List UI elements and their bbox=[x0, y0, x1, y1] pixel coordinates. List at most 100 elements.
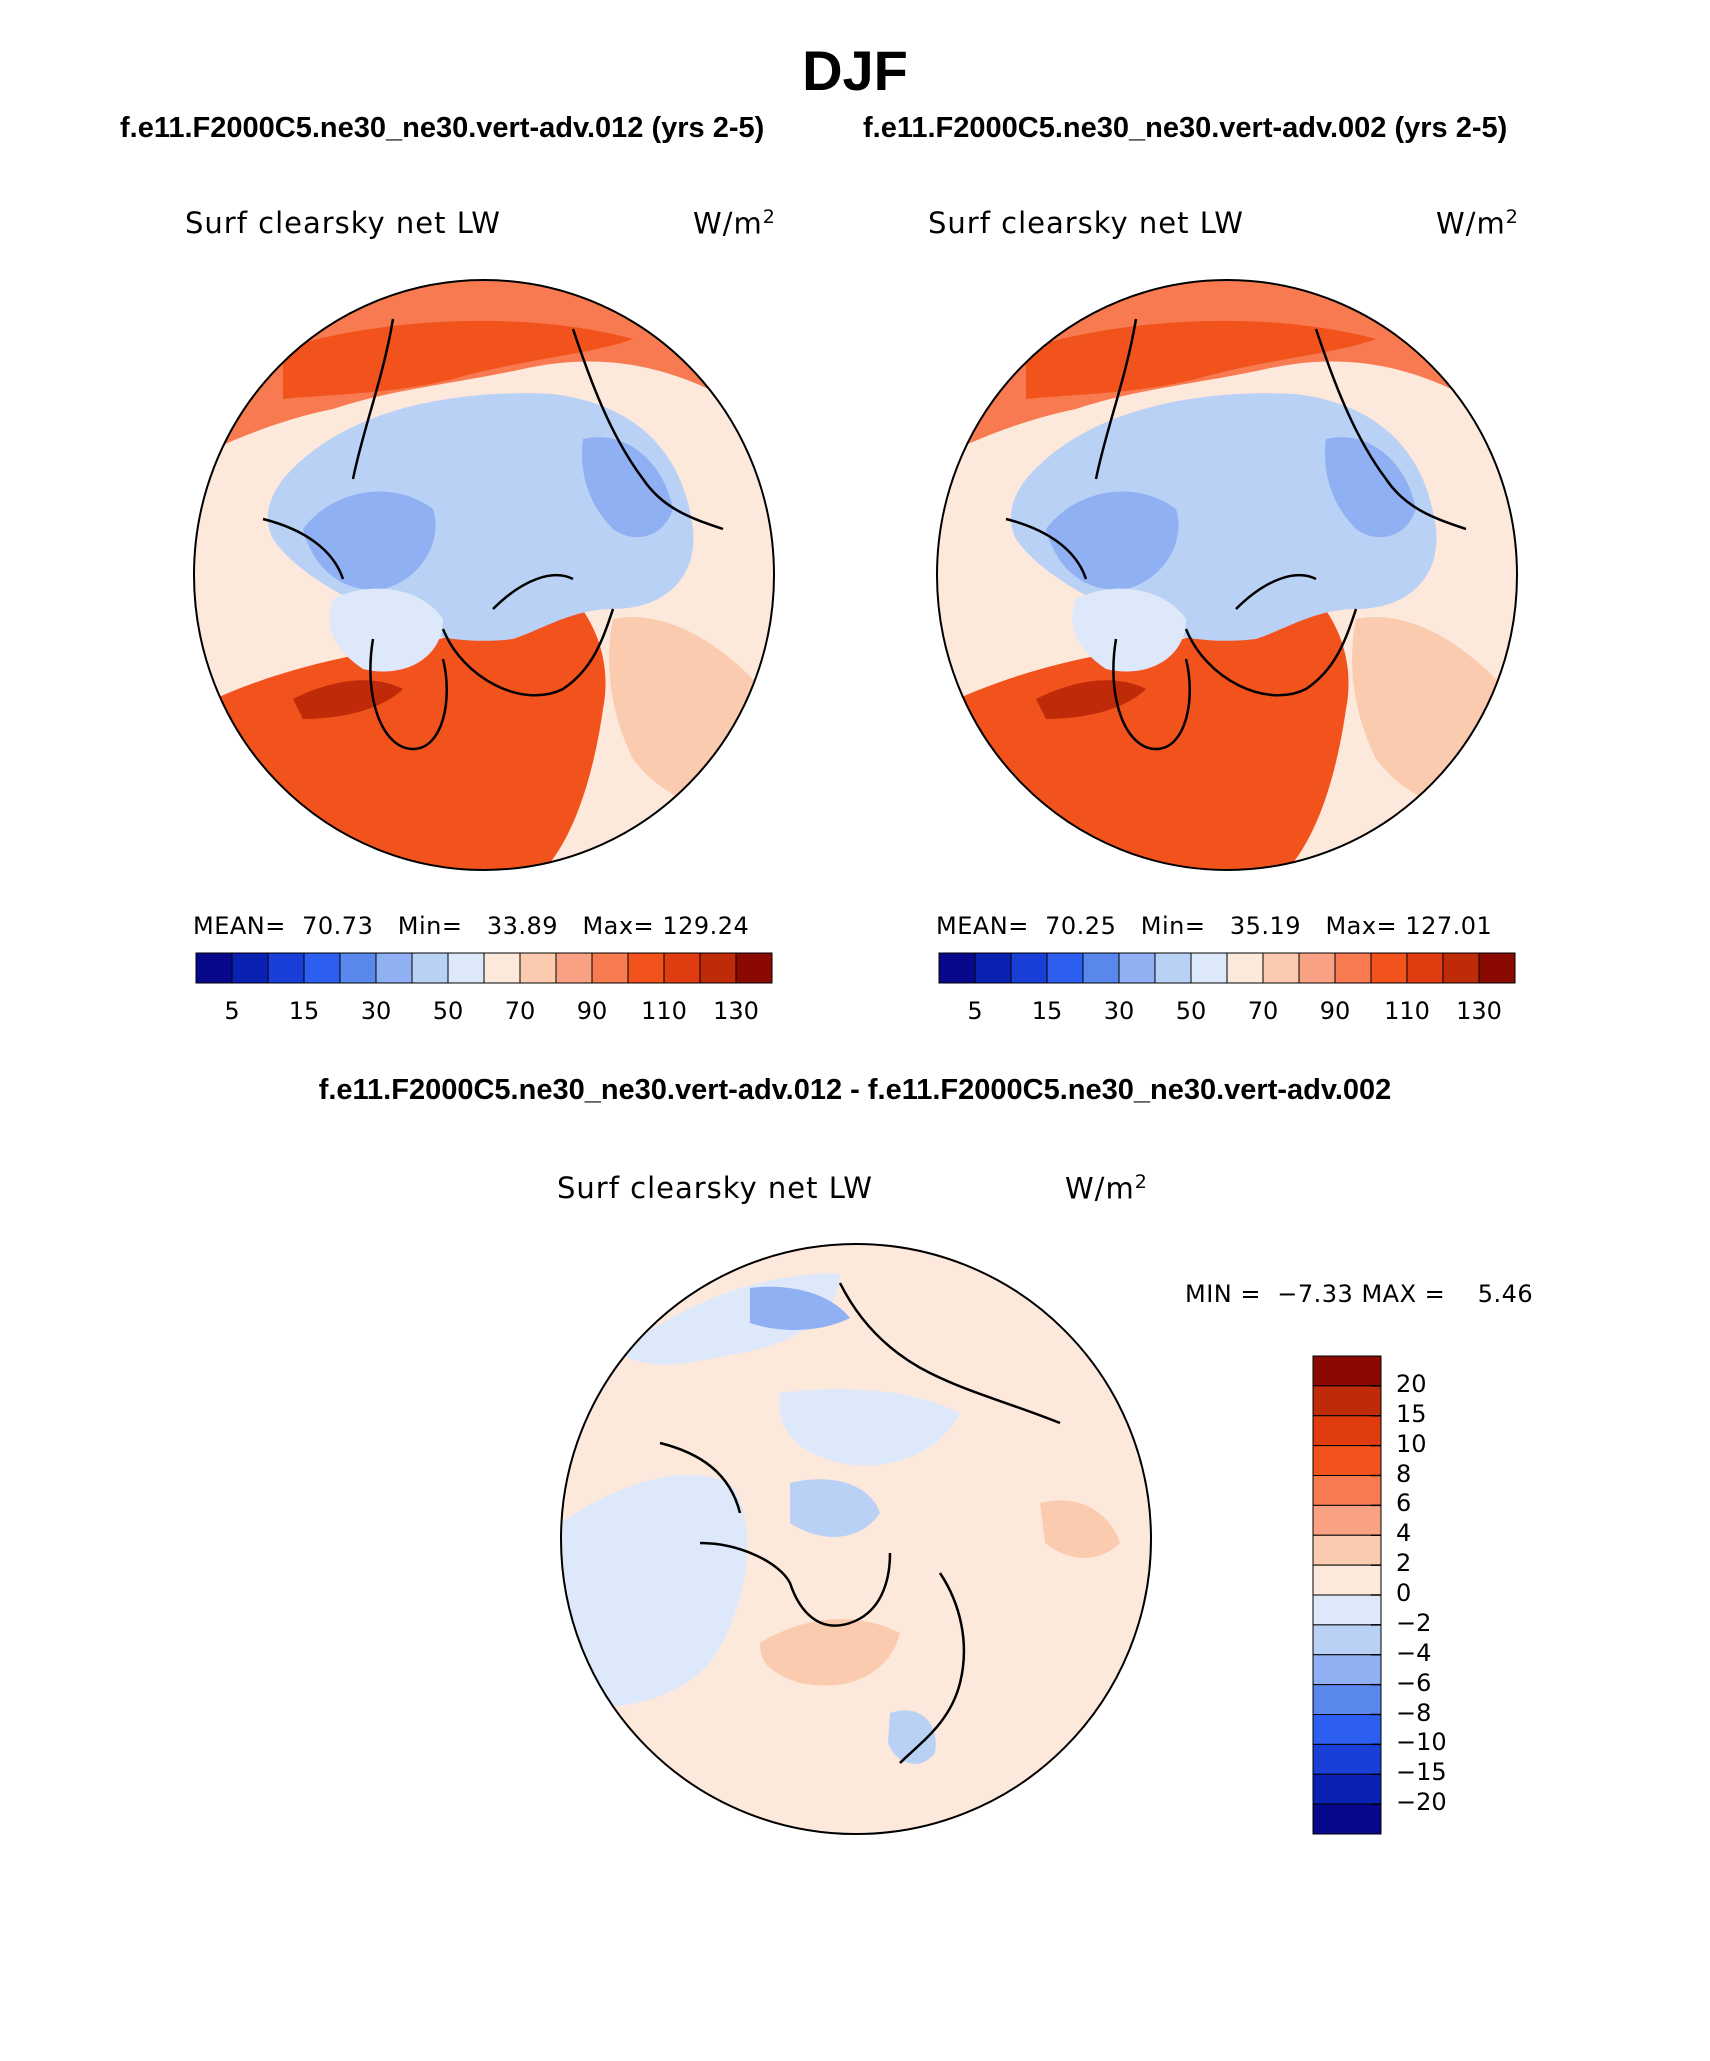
colorbar-swatch bbox=[1312, 1475, 1382, 1506]
colorbar-tick-label: −10 bbox=[1396, 1728, 1447, 1757]
colorbar-swatch bbox=[447, 952, 485, 984]
right-variable-label: Surf clearsky net LW bbox=[928, 206, 1244, 240]
colorbar-tick-label: 50 bbox=[1175, 997, 1207, 1025]
colorbar-swatch bbox=[555, 952, 593, 984]
colorbar-tick-label: 110 bbox=[641, 997, 687, 1025]
colorbar-tick-label: 6 bbox=[1396, 1489, 1412, 1518]
labrador-dark-region bbox=[1036, 680, 1146, 719]
colorbar-swatch bbox=[1226, 952, 1264, 984]
colorbar-tick-label: 10 bbox=[1396, 1429, 1427, 1458]
colorbar-swatch bbox=[1046, 952, 1084, 984]
bering-strong-warm bbox=[283, 320, 633, 399]
colorbar-swatch bbox=[1010, 952, 1048, 984]
colorbar-swatch bbox=[699, 952, 737, 984]
colorbar-swatch bbox=[1478, 952, 1516, 984]
colorbar-tick-label: 5 bbox=[224, 997, 240, 1025]
colorbar-swatch bbox=[1334, 952, 1372, 984]
colorbar-swatch bbox=[231, 952, 269, 984]
greenland-pale-region bbox=[1072, 588, 1186, 672]
atlantic-warm-patch bbox=[760, 1619, 900, 1686]
colorbar-swatch bbox=[303, 952, 341, 984]
colorbar-swatch bbox=[483, 952, 521, 984]
colorbar-swatch bbox=[1312, 1594, 1382, 1626]
left-units-label: W/m2 bbox=[693, 206, 776, 241]
left-variable-label: Surf clearsky net LW bbox=[185, 206, 501, 240]
colorbar-tick-label: −2 bbox=[1396, 1608, 1432, 1637]
colorbar-swatch bbox=[1312, 1504, 1382, 1536]
colorbar-swatch bbox=[1406, 952, 1444, 984]
colorbar-tick-label: 0 bbox=[1396, 1579, 1412, 1607]
colorbar-tick-label: 15 bbox=[1396, 1399, 1427, 1428]
colorbar-tick-label: 90 bbox=[1319, 997, 1351, 1025]
colorbar-tick-label: 30 bbox=[1103, 997, 1135, 1025]
left-stats: MEAN= 70.73 Min= 33.89 Max= 129.24 bbox=[193, 912, 750, 940]
colorbar-tick-label: 2 bbox=[1396, 1549, 1412, 1578]
colorbar-tick-label: −15 bbox=[1396, 1758, 1447, 1787]
colorbar-swatch bbox=[1262, 952, 1300, 984]
colorbar-swatch bbox=[1312, 1654, 1382, 1686]
colorbar-tick-label: −4 bbox=[1396, 1638, 1432, 1667]
colorbar-tick-label: 15 bbox=[288, 997, 320, 1025]
colorbar-swatch bbox=[1298, 952, 1336, 984]
colorbar-tick-label: 4 bbox=[1396, 1519, 1412, 1548]
arctic-cool-patch bbox=[790, 1479, 880, 1537]
colorbar-tick-label: −8 bbox=[1396, 1698, 1432, 1727]
colorbar-swatch bbox=[735, 952, 773, 984]
map-right bbox=[936, 279, 1518, 871]
colorbar-tick-label: 20 bbox=[1396, 1369, 1427, 1398]
diff-variable-label: Surf clearsky net LW bbox=[557, 1171, 873, 1205]
case-title-left: f.e11.F2000C5.ne30_ne30.vert-adv.012 (yr… bbox=[120, 112, 765, 144]
colorbar-tick-label: −20 bbox=[1396, 1788, 1447, 1817]
colorbar-tick-label: 90 bbox=[576, 997, 608, 1025]
right-units-label: W/m2 bbox=[1436, 206, 1519, 241]
diff-minmax: MIN = −7.33 MAX = 5.46 bbox=[1185, 1280, 1534, 1308]
colorbar-tick-label: 110 bbox=[1384, 997, 1430, 1025]
colorbar-difference bbox=[1312, 1355, 1382, 1835]
america-cool-region bbox=[561, 1475, 748, 1707]
colorbar-swatch bbox=[1154, 952, 1192, 984]
atlantic-warm-region bbox=[194, 579, 606, 870]
map-difference bbox=[560, 1243, 1152, 1835]
colorbar-swatch bbox=[1312, 1803, 1382, 1835]
colorbar-right bbox=[938, 952, 1516, 984]
siberia-cool-region bbox=[1325, 437, 1416, 538]
colorbar-tick-label: 130 bbox=[1456, 997, 1502, 1025]
colorbar-swatch bbox=[1312, 1564, 1382, 1596]
diff-units-label: W/m2 bbox=[1065, 1171, 1148, 1206]
difference-title: f.e11.F2000C5.ne30_ne30.vert-adv.012 - f… bbox=[318, 1074, 1392, 1106]
europe-cool-patch bbox=[888, 1710, 936, 1764]
colorbar-swatch bbox=[1118, 952, 1156, 984]
colorbar-swatch bbox=[1312, 1624, 1382, 1656]
colorbar-swatch bbox=[1190, 952, 1228, 984]
colorbar-swatch bbox=[974, 952, 1012, 984]
colorbar-swatch bbox=[1370, 952, 1408, 984]
arctic-cool-strip bbox=[779, 1389, 960, 1466]
colorbar-tick-label: 30 bbox=[360, 997, 392, 1025]
colorbar-swatch bbox=[591, 952, 629, 984]
colorbar-swatch bbox=[1312, 1534, 1382, 1566]
colorbar-swatch bbox=[1312, 1684, 1382, 1715]
colorbar-swatch bbox=[195, 952, 233, 984]
season-title: DJF bbox=[802, 39, 908, 102]
colorbar-swatch bbox=[1442, 952, 1480, 984]
colorbar-swatch bbox=[1312, 1445, 1382, 1476]
case-title-right: f.e11.F2000C5.ne30_ne30.vert-adv.002 (yr… bbox=[863, 112, 1508, 144]
colorbar-tick-label: 8 bbox=[1396, 1459, 1412, 1488]
siberia-warm-patch bbox=[1040, 1500, 1120, 1558]
atlantic-warm-region bbox=[937, 579, 1349, 870]
colorbar-tick-label: 15 bbox=[1031, 997, 1063, 1025]
map-boundary-left bbox=[193, 279, 775, 871]
colorbar-swatch bbox=[663, 952, 701, 984]
colorbar-swatch bbox=[1312, 1773, 1382, 1805]
colorbar-swatch bbox=[411, 952, 449, 984]
colorbar-swatch bbox=[1312, 1355, 1382, 1387]
colorbar-left bbox=[195, 952, 773, 984]
map-boundary-right bbox=[936, 279, 1518, 871]
colorbar-tick-label: 70 bbox=[1247, 997, 1279, 1025]
map-boundary-difference bbox=[560, 1243, 1152, 1835]
map-left bbox=[193, 279, 775, 871]
colorbar-swatch bbox=[1312, 1415, 1382, 1447]
colorbar-tick-label: 50 bbox=[432, 997, 464, 1025]
right-stats: MEAN= 70.25 Min= 35.19 Max= 127.01 bbox=[936, 912, 1493, 940]
colorbar-swatch bbox=[519, 952, 557, 984]
